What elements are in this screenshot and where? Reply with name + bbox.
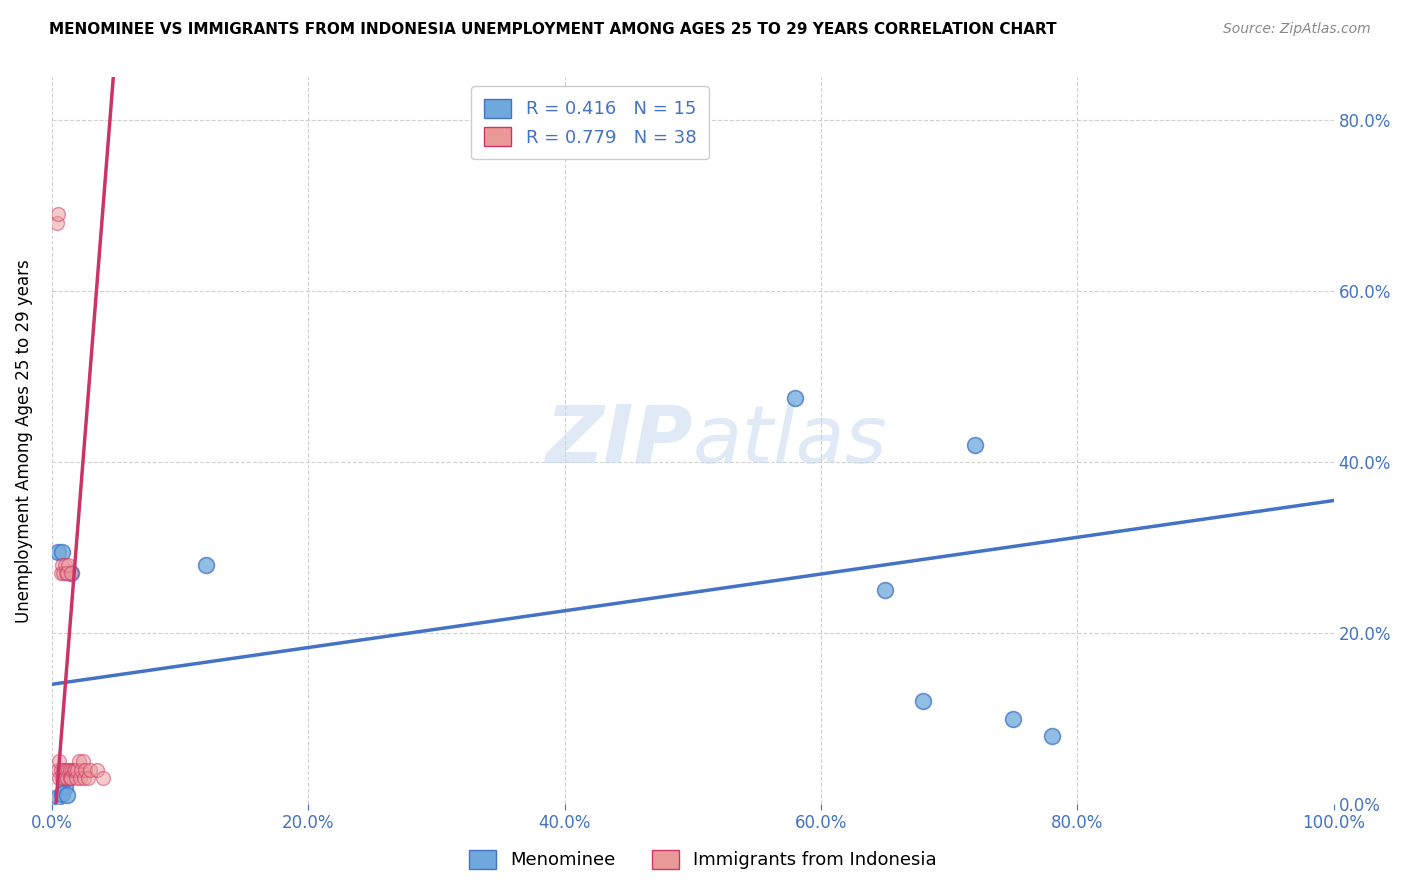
Point [51, 772, 73, 786]
Point [45, 216, 67, 230]
Point [53, 558, 76, 572]
Point [86, 763, 108, 777]
Point [785, 391, 807, 405]
Point [73, 772, 96, 786]
Point [56, 772, 79, 786]
Text: Source: ZipAtlas.com: Source: ZipAtlas.com [1223, 22, 1371, 37]
Text: atlas: atlas [693, 401, 887, 480]
Point [52, 763, 75, 777]
Point [46, 763, 69, 777]
Point [65, 772, 87, 786]
Point [79, 763, 101, 777]
Point [51, 545, 73, 559]
Point [51, 558, 73, 572]
Point [56, 772, 79, 786]
Point [1002, 712, 1025, 726]
Point [59, 772, 82, 786]
Point [59, 763, 82, 777]
Point [49, 566, 72, 581]
Point [58, 558, 80, 572]
Point [53, 780, 76, 794]
Point [58, 763, 80, 777]
Point [69, 772, 91, 786]
Point [46, 545, 69, 559]
Point [59, 566, 82, 581]
Point [52, 566, 75, 581]
Point [76, 772, 98, 786]
Point [873, 583, 896, 598]
Point [1040, 729, 1063, 743]
Point [48, 772, 70, 786]
Point [67, 754, 90, 768]
Point [912, 694, 935, 708]
Point [75, 763, 97, 777]
Point [51, 787, 73, 801]
Point [55, 763, 77, 777]
Point [60, 763, 83, 777]
Point [56, 566, 79, 581]
Point [53, 772, 76, 786]
Legend: Menominee, Immigrants from Indonesia: Menominee, Immigrants from Indonesia [460, 841, 946, 879]
Point [66, 763, 89, 777]
Y-axis label: Unemployment Among Ages 25 to 29 years: Unemployment Among Ages 25 to 29 years [15, 259, 32, 623]
Point [63, 763, 86, 777]
Text: ZIP: ZIP [546, 401, 693, 480]
Point [49, 763, 72, 777]
Point [963, 438, 986, 452]
Legend: R = 0.416   N = 15, R = 0.779   N = 38: R = 0.416 N = 15, R = 0.779 N = 38 [471, 87, 709, 160]
Point [46, 207, 69, 221]
Point [46, 790, 69, 805]
Point [59, 772, 82, 786]
Point [194, 558, 217, 572]
Point [55, 566, 77, 581]
Point [48, 754, 70, 768]
Point [62, 763, 84, 777]
Point [70, 763, 93, 777]
Point [72, 754, 94, 768]
Point [59, 566, 82, 581]
Point [91, 772, 114, 786]
Text: MENOMINEE VS IMMIGRANTS FROM INDONESIA UNEMPLOYMENT AMONG AGES 25 TO 29 YEARS CO: MENOMINEE VS IMMIGRANTS FROM INDONESIA U… [49, 22, 1057, 37]
Point [56, 789, 79, 803]
